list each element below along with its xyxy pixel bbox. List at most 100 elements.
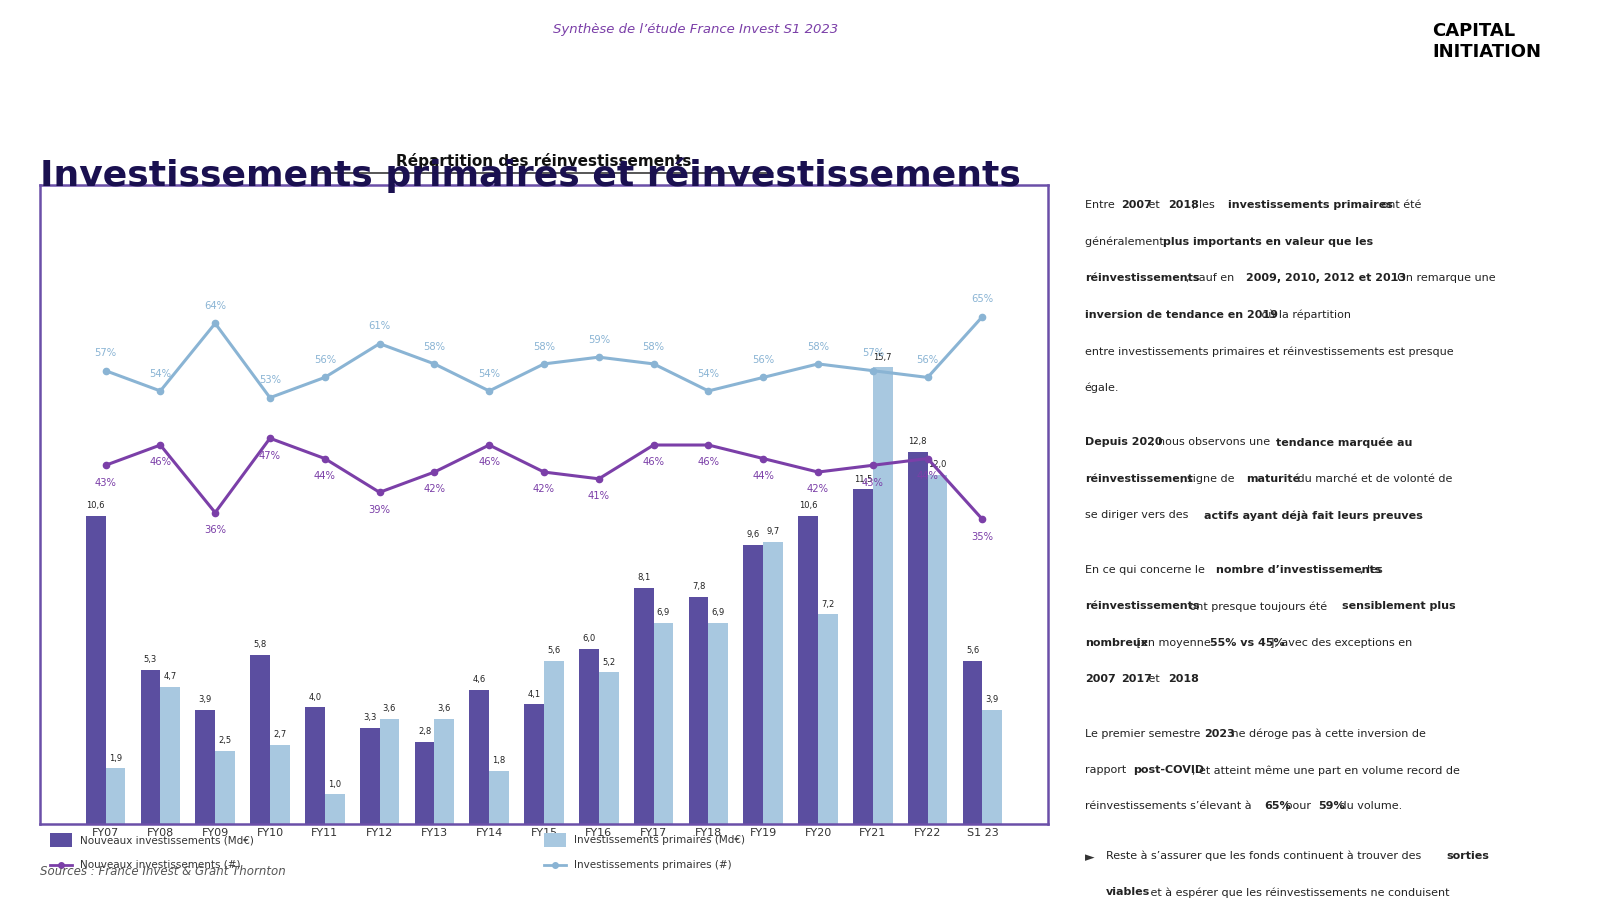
Text: Sources : France Invest & Grant Thornton: Sources : France Invest & Grant Thornton xyxy=(40,865,286,878)
Text: 12,0: 12,0 xyxy=(928,460,947,469)
Text: 44%: 44% xyxy=(752,471,774,481)
Text: 5,6: 5,6 xyxy=(966,646,979,655)
Bar xyxy=(654,623,674,824)
Text: 43%: 43% xyxy=(94,478,117,488)
Text: ne déroge pas à cette inversion de: ne déroge pas à cette inversion de xyxy=(1229,729,1426,739)
Text: 46%: 46% xyxy=(643,457,664,467)
Bar xyxy=(379,719,400,824)
Text: 1,0: 1,0 xyxy=(328,779,341,788)
Text: 46%: 46% xyxy=(149,457,171,467)
Text: 44%: 44% xyxy=(917,471,939,481)
Bar xyxy=(414,742,434,824)
Text: 44%: 44% xyxy=(314,471,336,481)
Bar xyxy=(360,727,379,824)
Text: Synthèse de l’étude France Invest S1 2023: Synthèse de l’étude France Invest S1 202… xyxy=(554,22,838,35)
Text: 5,3: 5,3 xyxy=(144,655,157,664)
Text: 7,2: 7,2 xyxy=(821,599,835,608)
Text: 3,9: 3,9 xyxy=(198,696,211,705)
Text: 59%: 59% xyxy=(587,335,610,345)
Text: 2,5: 2,5 xyxy=(219,736,232,745)
Text: nombreux: nombreux xyxy=(1085,637,1147,648)
Text: du marché et de volonté de: du marché et de volonté de xyxy=(1294,473,1453,483)
Bar xyxy=(963,661,982,824)
Text: 11: 11 xyxy=(1488,860,1520,881)
Bar xyxy=(525,705,544,824)
Text: Nouveaux investissements (Md€): Nouveaux investissements (Md€) xyxy=(80,835,254,845)
Text: Investissements primaires (#): Investissements primaires (#) xyxy=(574,860,731,869)
Text: 35%: 35% xyxy=(971,532,994,542)
Text: 42%: 42% xyxy=(424,484,445,494)
Bar xyxy=(490,771,509,824)
Text: 2009, 2010, 2012 et 2013: 2009, 2010, 2012 et 2013 xyxy=(1246,274,1406,284)
Text: ►: ► xyxy=(1085,850,1099,864)
Text: 3,6: 3,6 xyxy=(437,704,451,713)
Text: pour: pour xyxy=(1282,802,1315,812)
Bar xyxy=(598,672,619,824)
Text: actifs ayant déjà fait leurs preuves: actifs ayant déjà fait leurs preuves xyxy=(1205,510,1422,520)
Text: 55% vs 45%: 55% vs 45% xyxy=(1210,637,1285,648)
Text: 7,8: 7,8 xyxy=(691,582,706,591)
Text: 36%: 36% xyxy=(205,525,226,535)
Text: 10,6: 10,6 xyxy=(86,500,106,509)
Text: 56%: 56% xyxy=(917,356,939,365)
Text: Le premier semestre: Le premier semestre xyxy=(1085,729,1203,739)
Text: 64%: 64% xyxy=(205,302,226,311)
Text: Entre: Entre xyxy=(1085,201,1118,211)
Bar xyxy=(544,832,566,848)
Text: Reste à s’assurer que les fonds continuent à trouver des: Reste à s’assurer que les fonds continue… xyxy=(1106,850,1424,861)
Bar xyxy=(50,832,72,848)
Bar xyxy=(709,623,728,824)
Bar xyxy=(818,615,838,824)
Bar xyxy=(214,751,235,824)
Text: réinvestissement: réinvestissement xyxy=(1085,473,1192,483)
Text: 58%: 58% xyxy=(424,342,445,352)
Text: 12,8: 12,8 xyxy=(909,436,926,446)
Bar xyxy=(306,707,325,824)
Text: 41%: 41% xyxy=(587,491,610,501)
Text: 61%: 61% xyxy=(368,321,390,331)
Bar xyxy=(798,516,818,824)
Text: inversion de tendance en 2019: inversion de tendance en 2019 xyxy=(1085,310,1278,320)
Text: ,: , xyxy=(1109,674,1115,684)
Text: ont été: ont été xyxy=(1378,201,1421,211)
Text: , sauf en: , sauf en xyxy=(1187,274,1238,284)
Bar xyxy=(270,745,290,824)
Bar xyxy=(160,687,181,824)
Text: Investissements primaires et réinvestissements: Investissements primaires et réinvestiss… xyxy=(40,158,1021,193)
Text: 56%: 56% xyxy=(752,356,774,365)
Text: et: et xyxy=(1144,674,1163,684)
Text: 59%: 59% xyxy=(1318,802,1344,812)
Text: 3,3: 3,3 xyxy=(363,713,376,722)
Text: 43%: 43% xyxy=(862,478,883,488)
Text: post-COVID: post-COVID xyxy=(1133,765,1203,775)
Text: Investissements primaires (Md€): Investissements primaires (Md€) xyxy=(574,835,746,845)
Text: ont presque toujours été: ont presque toujours été xyxy=(1187,601,1331,612)
Text: sorties: sorties xyxy=(1446,850,1490,860)
Text: sensiblement plus: sensiblement plus xyxy=(1342,601,1456,611)
Text: 42%: 42% xyxy=(806,484,829,494)
Text: et à espérer que les réinvestissements ne conduisent: et à espérer que les réinvestissements n… xyxy=(1147,887,1450,897)
Text: 57%: 57% xyxy=(94,348,117,358)
Text: 6,9: 6,9 xyxy=(658,608,670,617)
Text: , nous observons une: , nous observons une xyxy=(1150,437,1274,447)
Text: 56%: 56% xyxy=(314,356,336,365)
Text: 10,6: 10,6 xyxy=(798,500,818,509)
Text: 9,6: 9,6 xyxy=(747,530,760,539)
Text: 53%: 53% xyxy=(259,375,282,385)
Text: égale.: égale. xyxy=(1085,382,1120,393)
Text: 3,9: 3,9 xyxy=(986,696,998,705)
Text: plus importants en valeur que les: plus importants en valeur que les xyxy=(1163,237,1373,247)
Text: 1,8: 1,8 xyxy=(493,756,506,765)
Text: 54%: 54% xyxy=(149,369,171,379)
Text: 6,9: 6,9 xyxy=(712,608,725,617)
Text: où la répartition: où la répartition xyxy=(1258,310,1352,320)
Text: 58%: 58% xyxy=(806,342,829,352)
Text: 5,6: 5,6 xyxy=(547,646,560,655)
Text: 42%: 42% xyxy=(533,484,555,494)
Text: 58%: 58% xyxy=(533,342,555,352)
Text: entre investissements primaires et réinvestissements est presque: entre investissements primaires et réinv… xyxy=(1085,346,1453,356)
Bar xyxy=(763,542,782,824)
Text: , les: , les xyxy=(1360,564,1382,575)
Text: 5,2: 5,2 xyxy=(602,658,616,667)
Bar xyxy=(469,690,490,824)
